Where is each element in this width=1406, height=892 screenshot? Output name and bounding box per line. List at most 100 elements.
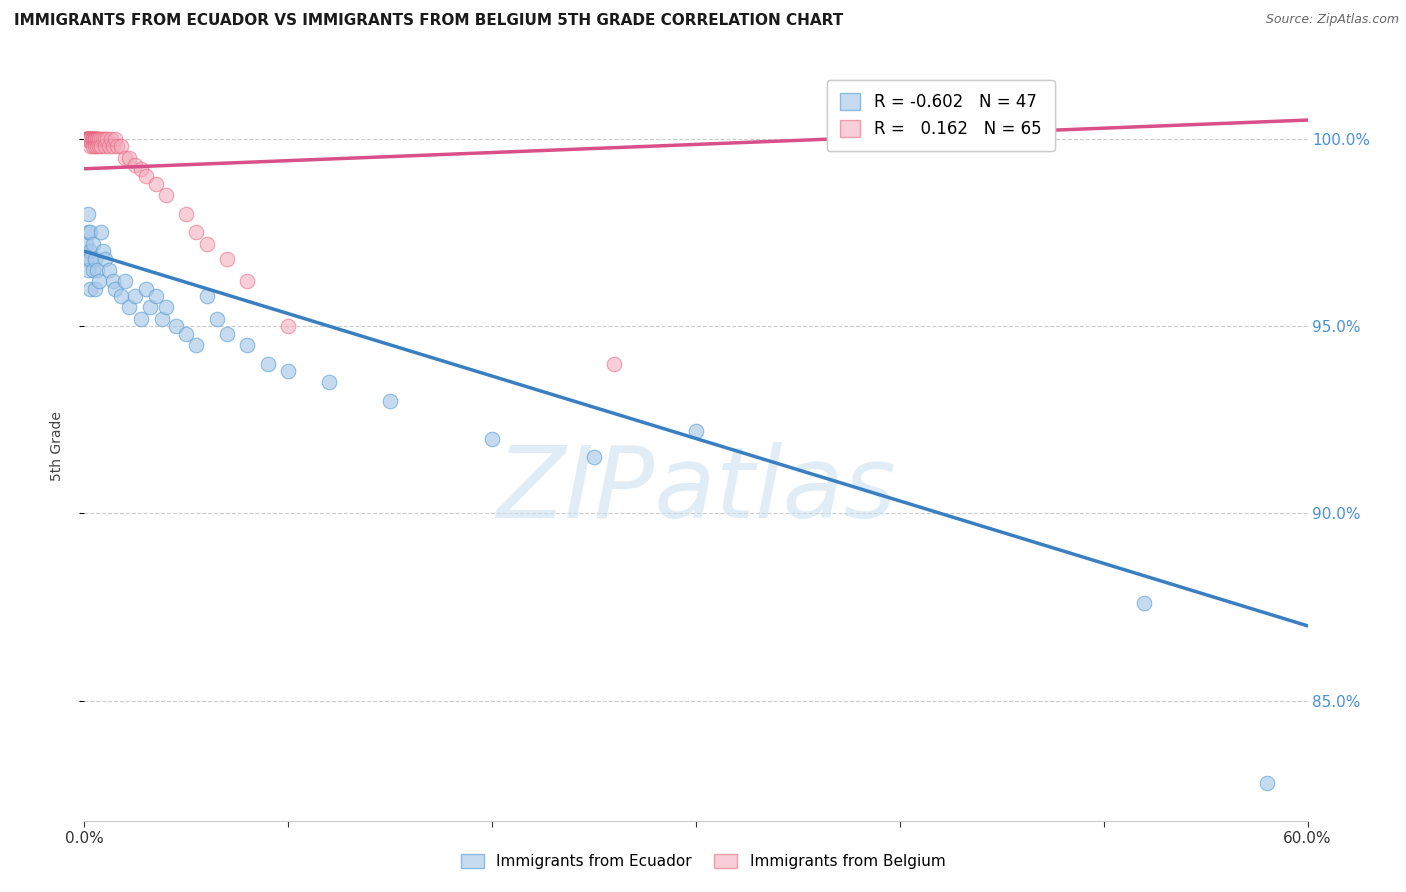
Point [75, 132, 97, 146]
Point [79, 132, 101, 146]
Point [118, 301, 141, 315]
Point [100, 132, 122, 146]
Point [82, 132, 104, 146]
Point [114, 151, 136, 165]
Point [101, 139, 124, 153]
Point [87, 132, 110, 146]
Point [155, 188, 177, 202]
Point [82, 132, 104, 146]
Point [87, 132, 110, 146]
Point [145, 177, 167, 191]
Point [82, 236, 104, 251]
Point [135, 169, 157, 184]
Point [124, 158, 146, 172]
Point [77, 132, 100, 146]
Point [90, 132, 112, 146]
Point [277, 319, 299, 334]
Point [75, 236, 97, 251]
Point [93, 139, 115, 153]
Point [82, 132, 104, 146]
Point [110, 139, 132, 153]
Point [110, 289, 132, 303]
Point [101, 274, 124, 288]
Point [93, 132, 115, 146]
Point [96, 132, 118, 146]
Point [79, 226, 101, 240]
Point [90, 139, 112, 153]
Point [86, 132, 108, 146]
Point [583, 450, 606, 465]
Point [79, 132, 101, 146]
Point [82, 263, 104, 277]
Point [79, 139, 101, 153]
Point [83, 132, 105, 146]
Point [138, 301, 160, 315]
Point [87, 274, 110, 288]
Point [77, 132, 100, 146]
Point [105, 139, 128, 153]
Point [77, 263, 100, 277]
Point [186, 338, 208, 352]
Point [277, 364, 299, 378]
Point [77, 226, 100, 240]
Point [86, 132, 108, 146]
Y-axis label: 5th Grade: 5th Grade [49, 411, 63, 481]
Point [1133, 596, 1156, 610]
Point [91, 132, 114, 146]
Point [77, 132, 100, 146]
Text: ZIPatlas: ZIPatlas [496, 442, 896, 540]
Point [481, 432, 503, 446]
Point [205, 311, 228, 326]
Point [75, 132, 97, 146]
Point [150, 311, 173, 326]
Point [75, 252, 97, 266]
Point [217, 326, 239, 341]
Text: Source: ZipAtlas.com: Source: ZipAtlas.com [1265, 13, 1399, 27]
Point [97, 139, 120, 153]
Point [79, 132, 101, 146]
Point [97, 263, 120, 277]
Point [79, 132, 101, 146]
Point [87, 139, 110, 153]
Point [603, 357, 626, 371]
Point [83, 132, 105, 146]
Point [82, 132, 104, 146]
Point [83, 132, 105, 146]
Point [131, 161, 153, 176]
Point [257, 357, 280, 371]
Point [79, 132, 101, 146]
Point [75, 132, 97, 146]
Point [217, 252, 239, 266]
Point [77, 132, 100, 146]
Point [79, 132, 101, 146]
Point [174, 326, 197, 341]
Point [79, 252, 101, 266]
Point [195, 289, 218, 303]
Point [145, 289, 167, 303]
Point [90, 226, 112, 240]
Point [104, 282, 127, 296]
Legend: R = -0.602   N = 47, R =   0.162   N = 65: R = -0.602 N = 47, R = 0.162 N = 65 [827, 79, 1054, 151]
Point [91, 244, 114, 259]
Point [236, 338, 259, 352]
Point [236, 274, 259, 288]
Point [685, 424, 707, 438]
Point [79, 244, 101, 259]
Point [77, 132, 100, 146]
Point [83, 132, 105, 146]
Point [195, 236, 218, 251]
Point [77, 132, 100, 146]
Point [77, 132, 100, 146]
Point [131, 311, 153, 326]
Point [83, 139, 105, 153]
Point [1256, 776, 1278, 790]
Point [186, 226, 208, 240]
Point [380, 394, 402, 409]
Point [118, 151, 141, 165]
Point [83, 282, 105, 296]
Legend: Immigrants from Ecuador, Immigrants from Belgium: Immigrants from Ecuador, Immigrants from… [454, 848, 952, 875]
Point [82, 132, 104, 146]
Point [318, 376, 340, 390]
Point [79, 132, 101, 146]
Point [86, 132, 108, 146]
